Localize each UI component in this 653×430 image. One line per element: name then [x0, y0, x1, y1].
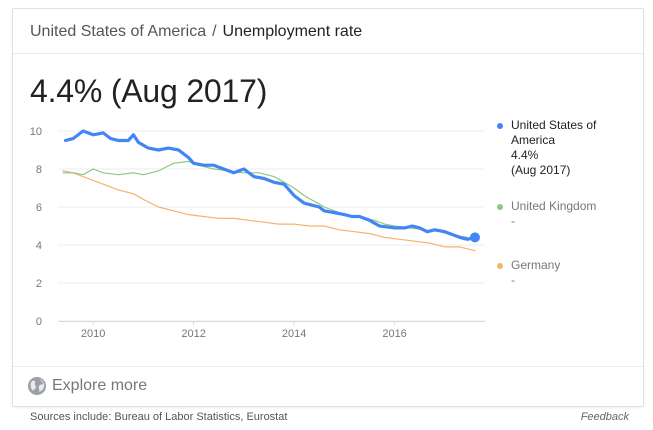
legend-dot-usa — [497, 123, 503, 129]
y-tick-label: 4 — [36, 240, 42, 252]
y-tick-label: 10 — [30, 126, 42, 138]
breadcrumb-metric: Unemployment rate — [222, 23, 363, 40]
y-axis-ticks: 0 2 4 6 8 10 — [30, 126, 42, 328]
legend-name-usa: United States of America — [511, 118, 597, 147]
legend-item-usa[interactable]: United States of America 4.4% (Aug 2017) — [497, 118, 627, 178]
x-tick-label: 2016 — [382, 328, 406, 340]
x-axis-ticks: 2010 2012 2014 2016 — [81, 321, 407, 340]
legend-dot-germany — [497, 263, 503, 269]
series-endpoint-usa[interactable] — [469, 232, 480, 243]
x-tick-label: 2010 — [81, 328, 105, 340]
legend-value-uk: - — [511, 214, 515, 228]
sources-note: Sources include: Bureau of Labor Statist… — [30, 411, 288, 423]
breadcrumb: United States of America / Unemployment ra… — [13, 9, 643, 54]
breadcrumb-country-link[interactable]: United States of America — [30, 23, 207, 40]
series-line-usa — [63, 129, 477, 241]
x-tick-label: 2012 — [181, 328, 205, 340]
breadcrumb-separator: / — [212, 23, 217, 40]
feedback-link[interactable]: Feedback — [580, 411, 629, 423]
explore-more-button[interactable]: Explore more — [27, 376, 147, 396]
globe-icon — [28, 377, 46, 395]
y-tick-label: 2 — [36, 278, 42, 290]
series-line-uk — [62, 160, 468, 238]
legend-value-usa: 4.4% — [511, 148, 539, 162]
card-footer: Explore more — [13, 366, 643, 407]
y-tick-label: 0 — [36, 316, 42, 328]
explore-more-label: Explore more — [52, 377, 148, 394]
legend-value-germany: - — [511, 273, 515, 287]
legend-name-uk: United Kingdom — [511, 199, 597, 213]
chart-series — [62, 129, 480, 252]
x-tick-label: 2014 — [282, 328, 306, 340]
headline-value: 4.4% (Aug 2017) — [30, 73, 268, 109]
legend-item-uk[interactable]: United Kingdom - — [497, 199, 627, 229]
legend-item-germany[interactable]: Germany - — [497, 258, 627, 288]
legend-name-germany: Germany — [511, 258, 561, 272]
y-tick-label: 6 — [36, 202, 42, 214]
legend-date-usa: (Aug 2017) — [511, 163, 571, 177]
chart-grid — [58, 130, 485, 322]
series-line-germany — [62, 170, 476, 252]
legend-dot-uk — [497, 204, 503, 210]
y-tick-label: 8 — [36, 164, 42, 176]
